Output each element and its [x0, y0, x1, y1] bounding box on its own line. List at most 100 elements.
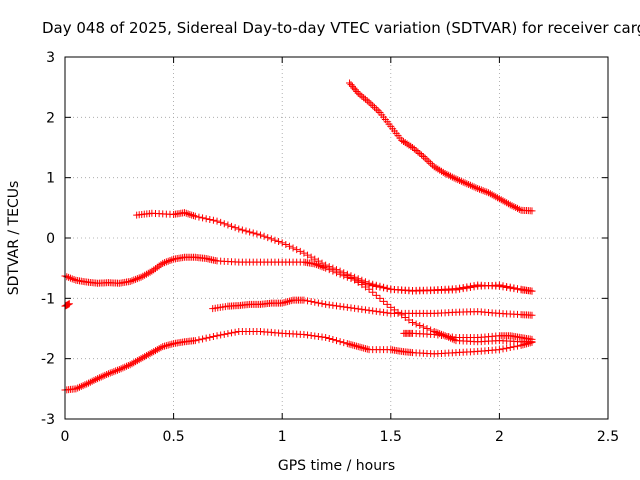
- data-point: [271, 236, 279, 244]
- data-point: [398, 311, 406, 319]
- data-point: [83, 380, 91, 388]
- data-point: [448, 335, 456, 343]
- data-point: [501, 198, 509, 206]
- data-point: [144, 351, 152, 359]
- data-point: [146, 350, 154, 358]
- data-point: [508, 202, 516, 210]
- data-point: [348, 82, 356, 90]
- data-point: [318, 263, 326, 271]
- data-point: [347, 304, 355, 312]
- data-point: [137, 273, 145, 281]
- data-point: [495, 281, 503, 289]
- data-point: [161, 342, 169, 350]
- data-point: [224, 221, 232, 229]
- data-point: [361, 95, 369, 103]
- data-point: [349, 341, 357, 349]
- y-tick-label: 0: [46, 231, 55, 247]
- data-point: [137, 355, 145, 363]
- data-point: [352, 342, 360, 350]
- y-tick-label: -3: [41, 412, 55, 428]
- data-point: [456, 176, 464, 184]
- data-point: [463, 180, 471, 188]
- data-point: [242, 227, 250, 235]
- data-point: [353, 87, 361, 95]
- data-point: [474, 185, 482, 193]
- data-point: [401, 313, 409, 321]
- data-point: [168, 340, 176, 348]
- data-point: [445, 171, 453, 179]
- data-point: [190, 212, 198, 220]
- data-point: [224, 330, 232, 338]
- data-point: [494, 194, 502, 202]
- data-point: [365, 98, 373, 106]
- data-point: [485, 189, 493, 197]
- data-point: [367, 100, 375, 108]
- data-point: [528, 311, 536, 319]
- data-point: [135, 274, 143, 282]
- data-point: [104, 370, 112, 378]
- data-point: [101, 371, 109, 379]
- series-sat-c: [61, 253, 536, 295]
- data-point: [354, 305, 362, 313]
- data-point: [112, 367, 120, 375]
- data-point: [432, 164, 440, 172]
- data-point: [86, 378, 94, 386]
- data-point: [383, 309, 391, 317]
- data-point: [423, 325, 431, 332]
- data-point: [199, 335, 207, 343]
- data-point: [419, 323, 427, 331]
- data-point: [463, 284, 471, 292]
- y-tick-label: 2: [46, 110, 55, 126]
- data-point: [182, 209, 190, 217]
- data-point: [282, 241, 290, 249]
- data-point: [121, 363, 129, 371]
- data-point: [412, 147, 420, 155]
- data-point: [416, 321, 424, 329]
- data-point: [256, 231, 264, 239]
- data-point: [333, 302, 340, 310]
- data-point: [351, 342, 359, 350]
- y-tick-labels: -3 -2 -1 0 1 2 3: [41, 50, 55, 428]
- data-point: [155, 345, 163, 353]
- data-point: [351, 304, 359, 312]
- data-point: [325, 301, 333, 309]
- data-point: [130, 276, 138, 284]
- data-point: [115, 366, 123, 374]
- data-point: [75, 383, 83, 391]
- data-point: [162, 342, 170, 350]
- data-point: [358, 281, 366, 289]
- x-tick-labels: 0 0.5 1 1.5 2 2.5: [61, 429, 620, 445]
- data-point: [191, 337, 199, 345]
- data-point: [126, 277, 134, 285]
- data-point: [510, 284, 518, 292]
- data-point: [94, 375, 102, 383]
- data-point: [437, 330, 445, 338]
- x-axis-label: GPS time / hours: [278, 458, 395, 474]
- y-tick-label: 1: [46, 171, 55, 187]
- data-point: [399, 137, 407, 145]
- data-point: [459, 178, 467, 186]
- data-point: [146, 268, 154, 276]
- data-point: [66, 274, 74, 282]
- data-point: [186, 210, 194, 218]
- data-point: [79, 382, 87, 390]
- data-point: [483, 188, 491, 196]
- data-point: [488, 191, 496, 199]
- data-point: [372, 105, 380, 113]
- data-point: [361, 306, 369, 314]
- data-point: [133, 357, 141, 365]
- series-sat-h: [61, 300, 73, 310]
- data-point: [365, 285, 373, 293]
- data-point: [65, 300, 73, 308]
- data-point: [199, 214, 207, 222]
- chart-grid: [65, 57, 608, 419]
- data-point: [329, 301, 337, 309]
- data-point: [304, 297, 312, 305]
- data-point: [466, 181, 474, 189]
- x-tick-label: 1.5: [380, 429, 402, 445]
- data-point: [358, 305, 366, 313]
- data-point: [361, 283, 369, 291]
- data-point: [497, 196, 505, 204]
- data-point: [356, 343, 364, 351]
